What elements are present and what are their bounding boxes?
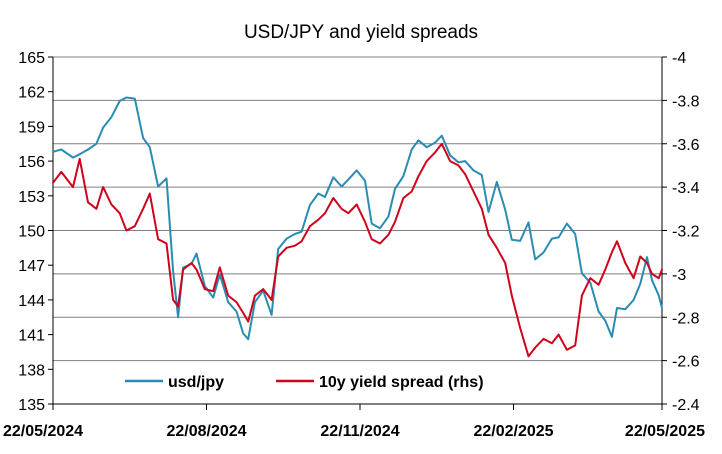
legend-label-0: usd/jpy <box>168 374 224 391</box>
y-left-tick-label: 159 <box>18 119 45 136</box>
grid-layer <box>53 56 662 405</box>
x-tick-label: 22/05/2024 <box>3 423 83 440</box>
y-left-tick-label: 156 <box>18 154 45 171</box>
y-left-tick-label: 153 <box>18 189 45 206</box>
y-right-tick-label: -3.2 <box>672 224 700 241</box>
x-tick-label: 22/08/2024 <box>166 423 246 440</box>
y-right-tick-label: -3.4 <box>672 180 700 197</box>
y-right-tick-label: -2.4 <box>672 397 700 414</box>
axis-layer: 135 138 141 144 147 150 153 156 159 162 165 -2.4 -2.… <box>3 50 705 440</box>
legend: usd/jpy 10y yield spread (rhs) <box>125 374 484 391</box>
y-right-tick-label: -3.6 <box>672 137 700 154</box>
y-right-tick-label: -4 <box>672 50 686 67</box>
y-right-tick-label: -3.8 <box>672 93 700 110</box>
legend-label-1: 10y yield spread (rhs) <box>319 374 484 391</box>
y-left-tick-label: 138 <box>18 362 45 379</box>
x-tick-label: 22/05/2025 <box>625 423 705 440</box>
y-left-tick-label: 144 <box>18 293 45 310</box>
y-left-tick-label: 162 <box>18 85 45 102</box>
chart-title: USD/JPY and yield spreads <box>244 22 478 43</box>
y-right-tick-label: -3 <box>672 267 686 284</box>
y-left-tick-label: 147 <box>18 258 45 275</box>
series-layer <box>52 96 663 358</box>
y-left-tick-label: 150 <box>18 224 45 241</box>
y-left-tick-label: 141 <box>18 328 45 345</box>
y-right-tick-label: -2.8 <box>672 310 700 327</box>
x-tick-label: 22/02/2025 <box>473 423 553 440</box>
y-left-tick-label: 135 <box>18 397 45 414</box>
y-right-tick-label: -2.6 <box>672 354 700 371</box>
x-tick-label: 22/11/2024 <box>320 423 399 440</box>
series-line-yield-spread <box>52 142 663 358</box>
series-line-usdjpy <box>52 96 663 341</box>
y-left-tick-label: 165 <box>18 50 45 67</box>
